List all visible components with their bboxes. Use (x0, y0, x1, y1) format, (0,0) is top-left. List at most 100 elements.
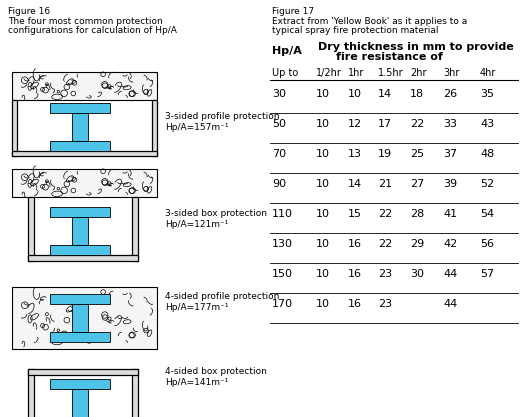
Text: 90: 90 (272, 179, 286, 189)
Text: 30: 30 (272, 89, 286, 99)
Text: 35: 35 (480, 89, 494, 99)
Text: 3hr: 3hr (443, 68, 459, 78)
Bar (72, 389, 88, 417)
Bar (28, 369, 34, 417)
Text: 1hr: 1hr (348, 68, 365, 78)
Text: Hp/A=121m⁻¹: Hp/A=121m⁻¹ (165, 220, 228, 229)
Text: 30: 30 (410, 269, 424, 279)
Text: 150: 150 (272, 269, 293, 279)
Bar (12, 72, 157, 100)
Text: 3-sided box protection: 3-sided box protection (165, 209, 267, 218)
Text: 10: 10 (316, 149, 330, 159)
Text: 10: 10 (316, 209, 330, 219)
Bar (34, 375, 132, 417)
Text: 44: 44 (443, 299, 457, 309)
Text: 14: 14 (378, 89, 392, 99)
Bar (72, 113, 88, 141)
Text: 2hr: 2hr (410, 68, 426, 78)
Bar (132, 197, 138, 261)
Text: 13: 13 (348, 149, 362, 159)
Text: Hp/A=157m⁻¹: Hp/A=157m⁻¹ (165, 123, 228, 132)
Bar (50, 207, 110, 217)
Bar (28, 369, 138, 375)
Text: 48: 48 (480, 149, 494, 159)
Text: 18: 18 (410, 89, 424, 99)
Text: 4-sided box protection: 4-sided box protection (165, 367, 267, 376)
Bar (50, 379, 110, 389)
Text: 10: 10 (316, 269, 330, 279)
Text: 52: 52 (480, 179, 494, 189)
Bar (34, 197, 132, 255)
Text: Dry thickness in mm to provide: Dry thickness in mm to provide (318, 42, 514, 52)
Bar (28, 255, 138, 261)
Text: 37: 37 (443, 149, 457, 159)
Text: 29: 29 (410, 239, 424, 249)
Bar (50, 332, 110, 342)
Text: 1.5hr: 1.5hr (378, 68, 404, 78)
Text: 16: 16 (348, 299, 362, 309)
Text: 21: 21 (378, 179, 392, 189)
Text: 33: 33 (443, 119, 457, 129)
Text: 56: 56 (480, 239, 494, 249)
Text: configurations for calculation of Hp/A: configurations for calculation of Hp/A (8, 26, 177, 35)
Text: 170: 170 (272, 299, 293, 309)
Text: The four most common protection: The four most common protection (8, 17, 163, 26)
Bar (12, 100, 17, 156)
Bar (12, 287, 157, 349)
Bar (50, 245, 110, 255)
Text: 10: 10 (316, 179, 330, 189)
Text: 10: 10 (316, 299, 330, 309)
Text: 39: 39 (443, 179, 457, 189)
Text: 10: 10 (348, 89, 362, 99)
Text: 23: 23 (378, 299, 392, 309)
Bar (28, 197, 34, 261)
Text: 17: 17 (378, 119, 392, 129)
Text: Hp/A: Hp/A (272, 46, 302, 56)
Bar (12, 151, 157, 156)
Text: 22: 22 (378, 209, 392, 219)
Text: 10: 10 (316, 119, 330, 129)
Text: 16: 16 (348, 239, 362, 249)
Bar (50, 294, 110, 304)
Text: 14: 14 (348, 179, 362, 189)
Bar (72, 304, 88, 332)
Text: Hp/A=141m⁻¹: Hp/A=141m⁻¹ (165, 378, 228, 387)
Text: 3-sided profile protection: 3-sided profile protection (165, 112, 280, 121)
Text: 4hr: 4hr (480, 68, 497, 78)
Text: 25: 25 (410, 149, 424, 159)
Text: Figure 17: Figure 17 (272, 7, 314, 16)
Bar (132, 369, 138, 417)
Text: 41: 41 (443, 209, 457, 219)
Text: Extract from 'Yellow Book' as it applies to a: Extract from 'Yellow Book' as it applies… (272, 17, 467, 26)
Bar (12, 169, 157, 197)
Text: Up to: Up to (272, 68, 298, 78)
Text: Hp/A=177m⁻¹: Hp/A=177m⁻¹ (165, 303, 228, 312)
Text: Figure 16: Figure 16 (8, 7, 50, 16)
Text: 22: 22 (378, 239, 392, 249)
Text: 16: 16 (348, 269, 362, 279)
Text: fire resistance of: fire resistance of (336, 52, 443, 62)
Text: 12: 12 (348, 119, 362, 129)
Text: 22: 22 (410, 119, 424, 129)
Bar (50, 141, 110, 151)
Text: 10: 10 (316, 89, 330, 99)
Bar (152, 100, 157, 156)
Text: 10: 10 (316, 239, 330, 249)
Text: 27: 27 (410, 179, 424, 189)
Text: 50: 50 (272, 119, 286, 129)
Text: typical spray fire protection material: typical spray fire protection material (272, 26, 438, 35)
Bar (72, 217, 88, 245)
Text: 57: 57 (480, 269, 494, 279)
Text: 23: 23 (378, 269, 392, 279)
Text: 42: 42 (443, 239, 457, 249)
Text: 43: 43 (480, 119, 494, 129)
Text: 28: 28 (410, 209, 424, 219)
Text: 110: 110 (272, 209, 293, 219)
Text: 4-sided profile protection: 4-sided profile protection (165, 292, 279, 301)
Text: 19: 19 (378, 149, 392, 159)
Text: 54: 54 (480, 209, 494, 219)
Text: 130: 130 (272, 239, 293, 249)
Text: 70: 70 (272, 149, 286, 159)
Bar (50, 103, 110, 113)
Text: 26: 26 (443, 89, 457, 99)
